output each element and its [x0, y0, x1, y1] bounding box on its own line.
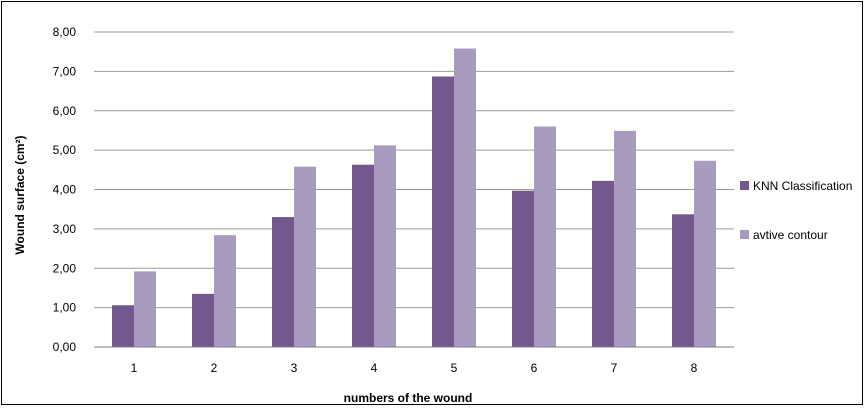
y-tick-label: 0,00	[53, 340, 77, 354]
bar-knn-classification	[112, 305, 134, 347]
x-tick-label: 1	[131, 361, 138, 375]
x-tick-label: 7	[611, 361, 618, 375]
bar-knn-classification	[272, 217, 294, 347]
y-tick-label: 5,00	[53, 143, 77, 157]
y-tick-label: 7,00	[53, 64, 77, 78]
bar-avtive-contour	[454, 48, 476, 347]
x-tick-label: 2	[211, 361, 218, 375]
bar-knn-classification	[432, 76, 454, 348]
bar-knn-classification	[512, 190, 534, 347]
bar-avtive-contour	[214, 235, 236, 347]
y-axis-tick-labels: 0,00 1,00 2,00 3,00 4,00 5,00 6,00 7,00 8,00	[53, 25, 77, 354]
bar-avtive-contour	[614, 130, 636, 347]
legend-label-avtive-contour: avtive contour	[753, 228, 828, 242]
legend-swatch-knn-classification	[740, 181, 749, 190]
bar-avtive-contour	[294, 166, 316, 347]
y-tick-label: 2,00	[53, 261, 77, 275]
x-tick-label: 3	[291, 361, 298, 375]
y-tick-label: 4,00	[53, 183, 77, 197]
bar-knn-classification	[352, 164, 374, 347]
x-axis-tick-labels: 1 2 3 4 5 6 7 8	[131, 361, 698, 375]
gridlines	[94, 31, 734, 309]
bar-knn-classification	[192, 293, 214, 347]
y-tick-label: 6,00	[53, 104, 77, 118]
bar-knn-classification	[592, 180, 614, 347]
legend-swatch-avtive-contour	[740, 230, 749, 239]
bar-avtive-contour	[534, 126, 556, 347]
y-tick-label: 3,00	[53, 222, 77, 236]
bar-knn-classification	[672, 214, 694, 347]
bar-avtive-contour	[694, 160, 716, 347]
x-tick-label: 5	[451, 361, 458, 375]
bars	[112, 48, 716, 348]
y-tick-label: 1,00	[53, 301, 77, 315]
bar-avtive-contour	[374, 145, 396, 347]
x-axis-title: numbers of the wound	[344, 391, 473, 405]
legend: KNN Classification avtive contour	[740, 179, 852, 242]
bar-avtive-contour	[134, 271, 156, 347]
x-tick-label: 4	[371, 361, 378, 375]
x-tick-label: 6	[531, 361, 538, 375]
x-tick-label: 8	[691, 361, 698, 375]
y-axis-title: Wound surface (cm²)	[13, 135, 27, 254]
legend-label-knn-classification: KNN Classification	[753, 179, 852, 193]
y-tick-label: 8,00	[53, 25, 77, 39]
